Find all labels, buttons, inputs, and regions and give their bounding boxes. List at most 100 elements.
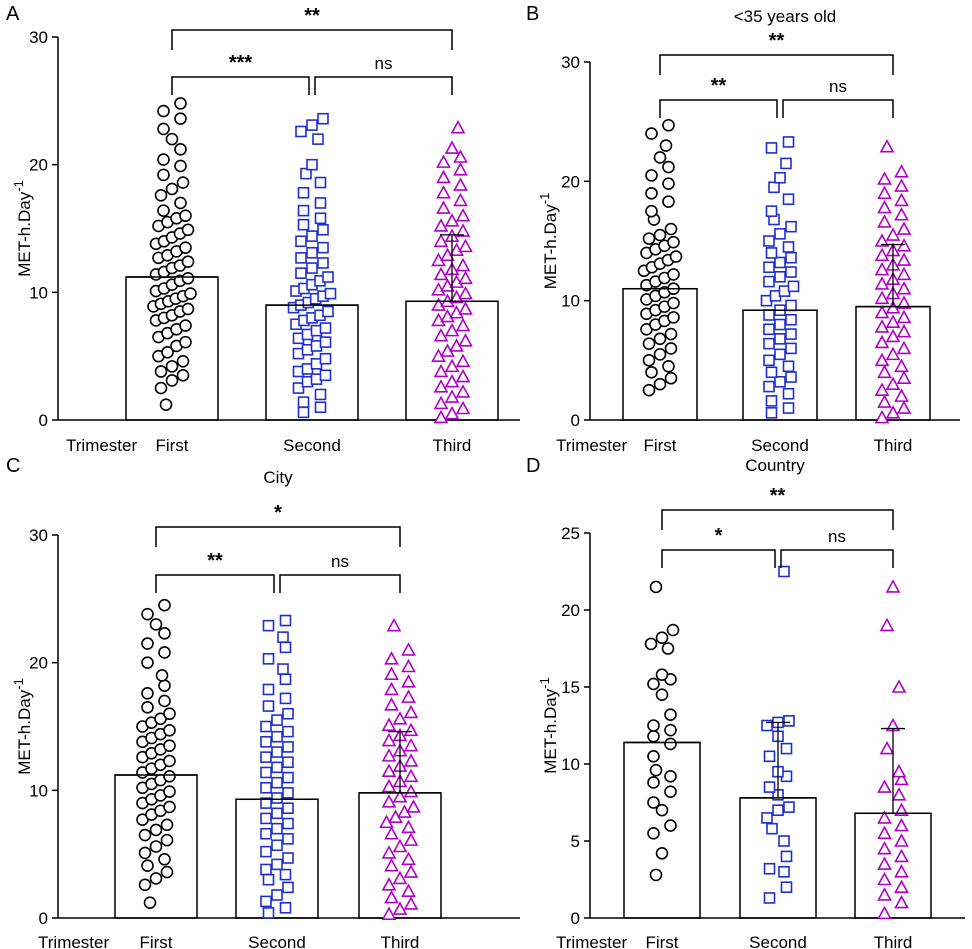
data-point-second <box>765 247 778 259</box>
data-point-third <box>877 856 892 870</box>
y-axis-label-superscript: -1 <box>537 193 552 205</box>
data-point-second <box>319 336 332 348</box>
data-point-third <box>403 896 419 910</box>
data-point-second <box>780 881 793 894</box>
data-point-first <box>664 342 678 355</box>
data-point-first <box>647 776 660 789</box>
data-point-third <box>444 213 460 227</box>
data-point-third <box>401 674 416 688</box>
data-point-third <box>450 119 466 134</box>
data-point-first <box>174 112 187 126</box>
data-point-second <box>763 323 775 336</box>
data-point-third <box>458 270 473 285</box>
trimester-label: Trimester <box>556 933 627 949</box>
data-point-third <box>894 771 909 786</box>
data-point-third <box>879 617 895 632</box>
data-point-second <box>262 700 275 712</box>
data-point-first <box>163 739 176 752</box>
data-point-second <box>763 781 776 793</box>
data-point-third <box>403 704 419 719</box>
data-point-third <box>894 802 909 817</box>
data-point-second <box>772 804 784 817</box>
data-point-third <box>877 171 892 185</box>
y-axis-label-text: MET-h.Day <box>15 689 34 775</box>
data-point-first <box>662 118 675 132</box>
data-point-third <box>894 894 909 909</box>
data-point-third <box>874 276 890 290</box>
data-point-second <box>763 261 775 274</box>
data-point-third <box>381 877 397 891</box>
data-point-second <box>766 822 778 835</box>
data-point-first <box>157 122 170 136</box>
data-point-second <box>271 730 283 743</box>
data-point-second <box>306 246 318 259</box>
y-axis-label-superscript: -1 <box>11 180 26 192</box>
x-tick-label: Second <box>248 933 306 949</box>
data-point-second <box>774 348 786 361</box>
data-point-third <box>879 740 895 755</box>
y-axis-label-text: MET-h.Day <box>541 204 560 290</box>
data-point-first <box>165 374 179 387</box>
data-point-third <box>381 763 397 777</box>
trimester-label: Trimester <box>66 436 137 455</box>
data-point-first <box>647 749 660 763</box>
data-point-third <box>433 266 449 281</box>
bar-third <box>854 812 932 919</box>
data-point-third <box>885 346 901 361</box>
data-point-third <box>874 290 890 305</box>
data-point-first <box>160 818 174 832</box>
data-point-third <box>403 783 419 798</box>
significance-label: ** <box>769 30 785 52</box>
data-point-second <box>774 256 786 269</box>
data-point-third <box>392 901 408 915</box>
y-tick-label: 0 <box>571 909 580 928</box>
data-point-second <box>319 322 332 334</box>
data-point-second <box>314 176 327 189</box>
data-point-first <box>653 348 667 361</box>
data-point-second <box>774 228 786 240</box>
significance-label: * <box>274 502 282 524</box>
data-point-second <box>780 742 793 755</box>
data-point-third <box>392 711 408 725</box>
data-point-first <box>664 723 677 737</box>
panel-title: Country <box>745 456 805 475</box>
data-point-second <box>297 406 310 419</box>
data-point-third <box>381 845 397 859</box>
data-point-first <box>174 143 187 156</box>
data-point-second <box>295 252 307 264</box>
data-point-third <box>455 257 471 272</box>
data-point-first <box>157 168 170 182</box>
data-point-first <box>662 160 675 174</box>
significance-label: * <box>715 525 723 547</box>
significance-label: ** <box>304 5 320 27</box>
data-point-first <box>664 222 678 236</box>
data-point-third <box>874 233 890 247</box>
data-point-third <box>874 319 890 333</box>
data-point-first <box>179 335 192 349</box>
data-point-second <box>782 136 795 148</box>
data-point-third <box>896 295 912 309</box>
x-tick-label: First <box>643 436 676 455</box>
data-point-first <box>163 754 176 768</box>
data-point-third <box>894 848 909 863</box>
data-point-second <box>260 895 272 908</box>
data-point-first <box>666 623 680 637</box>
x-tick-label: First <box>645 933 678 949</box>
x-tick-label: Third <box>874 436 913 455</box>
trimester-label: Trimester <box>38 933 109 949</box>
data-point-first <box>645 365 658 379</box>
y-tick-label: 0 <box>571 411 580 430</box>
significance-bracket <box>279 574 401 593</box>
data-point-third <box>877 871 892 886</box>
data-point-first <box>138 828 152 842</box>
data-point-second <box>300 167 312 180</box>
data-point-second <box>787 280 800 293</box>
data-point-third <box>401 689 416 703</box>
data-point-second <box>260 845 272 858</box>
y-tick-label: 15 <box>561 678 580 697</box>
data-point-first <box>181 255 195 268</box>
data-point-first <box>181 302 195 316</box>
data-point-second <box>324 287 337 300</box>
data-point-third <box>381 748 397 762</box>
data-point-second <box>271 761 283 774</box>
